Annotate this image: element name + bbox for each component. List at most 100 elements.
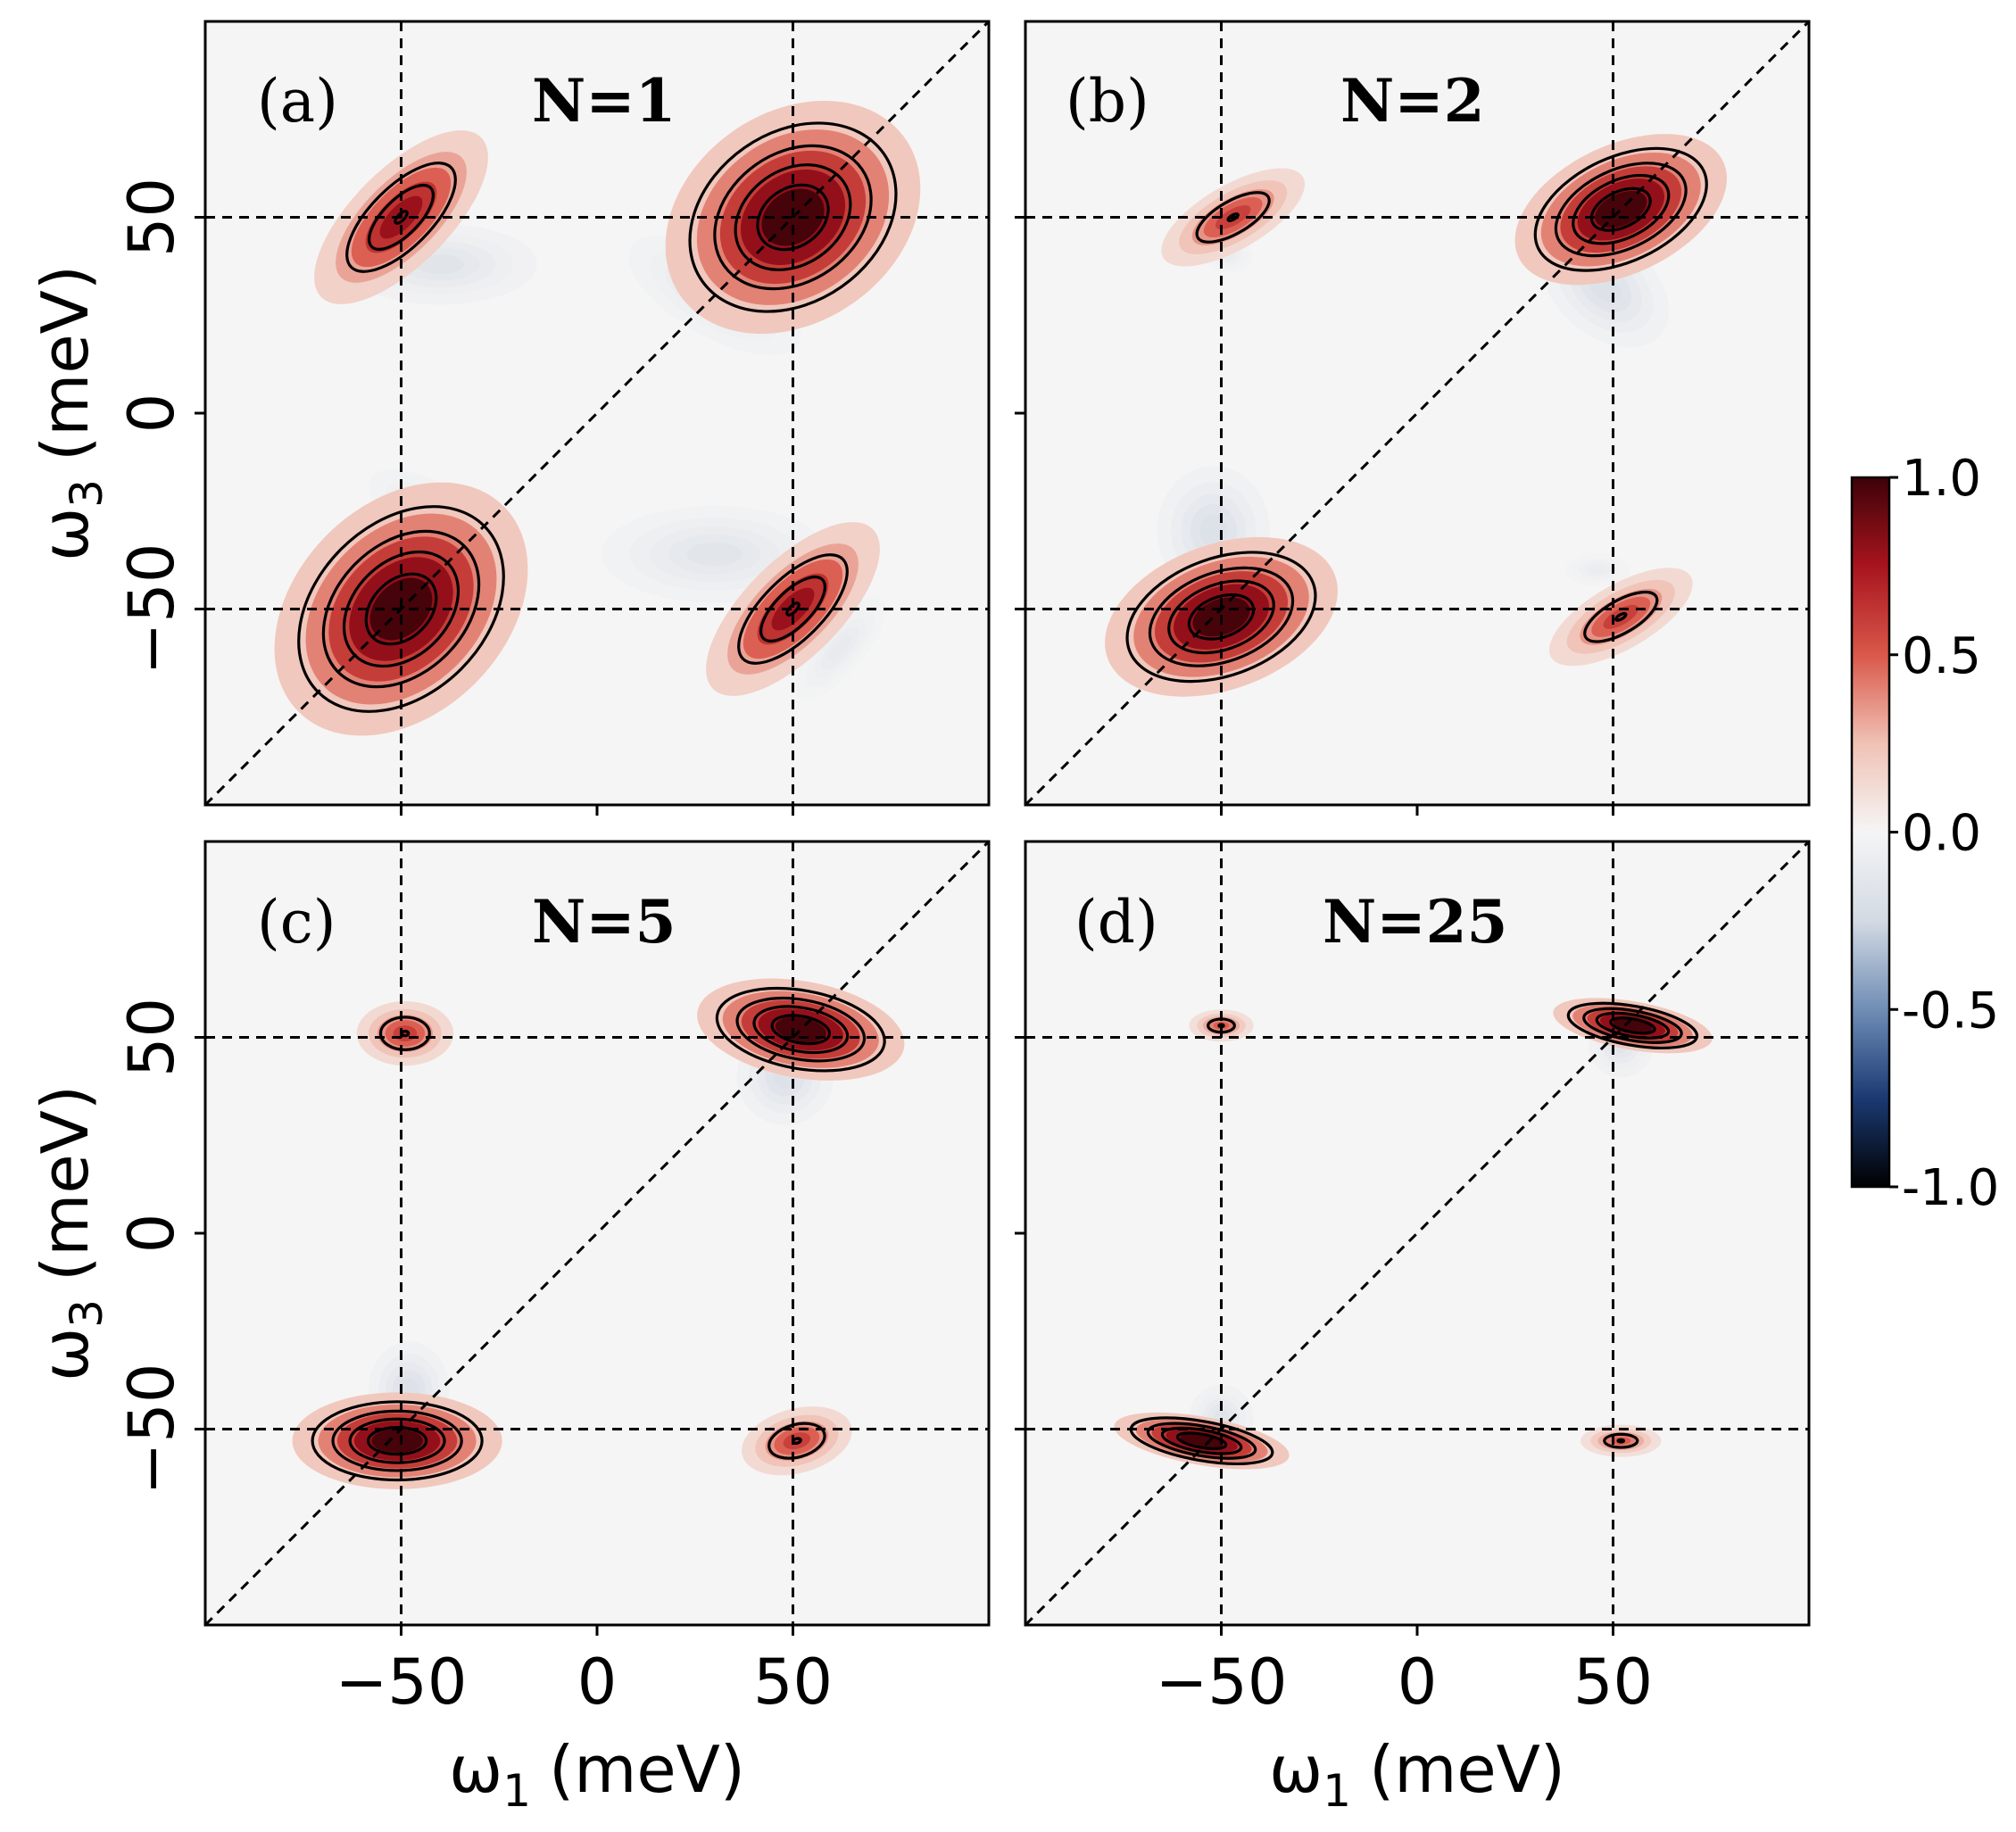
diagonal-ref-line: [203, 20, 991, 807]
colorbar-gradient: [1852, 477, 1889, 1187]
panel-title: N=2: [1340, 66, 1485, 136]
panel-c: (c) N=5: [203, 840, 991, 1627]
positive-peak: [292, 1392, 502, 1489]
panel-letter: (d): [1074, 888, 1158, 957]
contour-line: [1187, 593, 1256, 641]
contour-line: [1572, 173, 1671, 245]
contour-line: [1226, 212, 1240, 222]
ref-lines-d: [1024, 840, 1811, 1627]
ref-lines-b: [1024, 20, 1811, 807]
x-tick-label: −50: [1156, 1645, 1288, 1719]
peak-level: [393, 1025, 418, 1041]
contour-group: [1195, 191, 1271, 244]
colorbar-tick-label: 1.0: [1902, 450, 1981, 508]
contour-group: [737, 553, 849, 665]
contour-line: [378, 1015, 431, 1051]
contour-line: [785, 601, 801, 617]
contour-line: [366, 1426, 428, 1456]
peak-level: [416, 254, 465, 275]
contour-line: [368, 184, 435, 251]
contour-line: [713, 144, 873, 291]
colorbar-tick-label: -1.0: [1902, 1159, 1999, 1217]
contour-line: [1616, 1438, 1625, 1444]
x-tick-label: 0: [1398, 1645, 1438, 1719]
panel-a: (a) N=1: [203, 20, 991, 807]
contour-line: [1609, 1016, 1656, 1035]
contour-line: [394, 210, 409, 225]
contour-group: [1129, 1416, 1274, 1465]
peak-level: [828, 635, 851, 661]
contour-line: [364, 572, 438, 646]
x-tick-label: 50: [753, 1645, 833, 1719]
contour-group: [1603, 1432, 1639, 1449]
contours-d: [1129, 1001, 1699, 1465]
contour-line: [1167, 579, 1275, 655]
contour-line: [1603, 1432, 1639, 1449]
diagonal-ref-line: [1024, 20, 1811, 807]
positive-peak: [356, 1000, 454, 1066]
y-tick-label: −50: [115, 543, 188, 676]
contour-group: [1125, 551, 1317, 684]
contour-line: [756, 183, 830, 252]
ticks: −50 0 50 −50 0 50 −50 0 50 −50 0 50: [115, 178, 1653, 1719]
contour-line: [1125, 551, 1317, 684]
colorbar-tick-label: 0.5: [1902, 627, 1981, 685]
contour-line: [1554, 162, 1688, 258]
contour-line: [1146, 1422, 1257, 1460]
contour-line: [1175, 1431, 1228, 1451]
peak-level: [371, 1429, 423, 1453]
peak-level: [1589, 566, 1605, 575]
negative-peak: [794, 596, 886, 700]
colorbar: 1.0 0.5 0.0 -0.5 -1.0: [1850, 450, 1999, 1217]
colorbar-tick-label: -0.5: [1902, 982, 1999, 1040]
y-tick-label: 50: [115, 998, 188, 1077]
y-tick-label: 50: [115, 178, 188, 257]
contour-line: [1582, 1007, 1683, 1044]
diagonal-ref-line: [1024, 840, 1811, 1627]
panel-title: N=5: [532, 887, 676, 957]
contour-line: [1566, 1001, 1699, 1049]
panel-b: (b) N=2: [1024, 20, 1811, 807]
x-axis-label-right: ω1 (meV): [1269, 1732, 1565, 1817]
contour-line: [770, 1014, 832, 1046]
x-axis-label-left: ω1 (meV): [449, 1732, 745, 1817]
contour-group: [1566, 1001, 1699, 1049]
y-axis-label-bottom: ω3(meV): [28, 1085, 112, 1381]
panel-letter: (c): [257, 888, 336, 957]
peaks-b: [1105, 134, 1727, 697]
contour-line: [688, 121, 898, 313]
contour-line: [331, 1409, 463, 1472]
contour-line: [345, 162, 457, 273]
contour-group: [311, 1400, 484, 1482]
peak-level: [775, 1016, 826, 1042]
panel-letter: (b): [1066, 67, 1149, 136]
y-tick-label: 0: [115, 394, 188, 434]
negative-peak: [1564, 553, 1630, 586]
panel-title: N=25: [1323, 887, 1507, 957]
contour-line: [752, 1005, 850, 1055]
peak-level: [1595, 190, 1647, 228]
peak-level: [686, 542, 743, 567]
contour-line: [1595, 1011, 1671, 1040]
ref-lines-c: [203, 840, 991, 1627]
y-tick-label: −50: [115, 1364, 188, 1496]
colorbar-tick-label: 0.0: [1902, 805, 1981, 863]
peak-level: [783, 1432, 811, 1450]
contour-line: [759, 576, 826, 642]
x-tick-label: 0: [577, 1645, 618, 1719]
contour-line: [311, 1400, 484, 1482]
panel-letter: (a): [257, 67, 338, 136]
contour-line: [1533, 146, 1708, 272]
contours-c: [311, 986, 886, 1482]
contour-line: [348, 1417, 446, 1464]
contour-line: [1614, 611, 1628, 622]
contour-line: [1148, 566, 1295, 667]
contour-line: [735, 997, 867, 1063]
contour-line: [1195, 191, 1271, 244]
y-tick-label: 0: [115, 1214, 188, 1254]
x-tick-label: −50: [336, 1645, 468, 1719]
y-axis-label-top: ω3(meV): [28, 265, 112, 561]
peak-level: [1180, 1433, 1224, 1448]
ref-lines-a: [203, 20, 991, 807]
